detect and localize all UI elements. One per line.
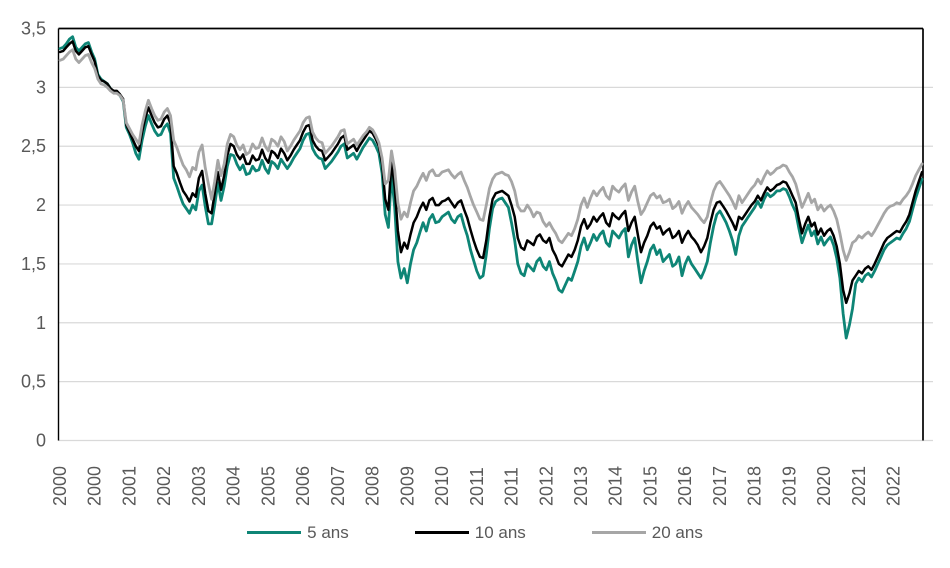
x-axis-label-9-2008: 2008 — [363, 466, 383, 506]
y-axis-label-2,5: 2,5 — [21, 136, 46, 156]
legend-label-20-ans: 20 ans — [651, 523, 703, 542]
series-line-5-ans — [58, 35, 924, 340]
y-axis-label-3: 3 — [36, 77, 46, 97]
x-axis-label-8-2007: 2007 — [328, 466, 348, 506]
x-axis-label-17-2015: 2015 — [640, 466, 660, 506]
series-line-10-ans — [58, 40, 924, 305]
y-axis-label-2: 2 — [36, 195, 46, 215]
chart-legend: 5 ans 10 ans 20 ans — [0, 524, 950, 541]
x-axis-label-3-2002: 2002 — [154, 466, 174, 506]
x-axis-label-21-2019: 2019 — [779, 466, 799, 506]
legend-label-5-ans: 5 ans — [307, 523, 349, 542]
x-axis-label-23-2021: 2021 — [849, 466, 869, 506]
x-axis-label-7-2006: 2006 — [293, 466, 313, 506]
y-axis-label-1,5: 1,5 — [21, 254, 46, 274]
x-axis-label-11-2010: 2010 — [432, 466, 452, 506]
legend-line-20-ans-icon — [591, 530, 646, 535]
legend-item-20-ans: 20 ans — [591, 523, 703, 542]
x-axis-label-1-2000: 2000 — [85, 466, 105, 506]
legend-item-5-ans: 5 ans — [247, 524, 349, 541]
x-axis-label-12-2011: 2011 — [467, 467, 487, 506]
x-axis-label-16-2014: 2014 — [606, 466, 626, 506]
series-line-20-ans — [58, 48, 924, 262]
y-axis-label-0,5: 0,5 — [21, 372, 46, 392]
line-chart: 0 0,5 1 1,5 2 2,5 3 3,5 2000 2000 2001 2002 2003 2004… — [21, 19, 933, 506]
x-axis-label-19-2017: 2017 — [710, 466, 730, 506]
x-axis-label-6-2005: 2005 — [258, 466, 278, 506]
x-axis-label-10-2009: 2009 — [397, 466, 417, 506]
x-axis-label-14-2012: 2012 — [536, 466, 556, 506]
x-axis-label-5-2004: 2004 — [224, 466, 244, 506]
x-axis-label-13-2011: 2011 — [502, 467, 522, 506]
legend-line-5-ans-icon — [247, 530, 302, 535]
x-axis-label-4-2003: 2003 — [189, 466, 209, 506]
y-axis-label-1: 1 — [36, 313, 46, 333]
legend-item-10-ans: 10 ans — [414, 523, 526, 542]
x-axis-label-15-2013: 2013 — [571, 466, 591, 506]
legend-line-10-ans-icon — [414, 530, 469, 535]
x-axis-label-22-2020: 2020 — [814, 466, 834, 506]
y-axis-label-0: 0 — [36, 431, 46, 451]
legend-label-10-ans: 10 ans — [474, 523, 526, 542]
x-axis-label-24-2022: 2022 — [884, 466, 904, 506]
x-axis-label-18-2016: 2016 — [675, 466, 695, 506]
x-axis-label-2-2001: 2001 — [119, 466, 139, 506]
x-axis-label-20-2018: 2018 — [745, 466, 765, 506]
y-axis-label-3,5: 3,5 — [21, 19, 46, 39]
x-axis-label-0-2000: 2000 — [50, 466, 70, 506]
line-chart-canvas: 0 0,5 1 1,5 2 2,5 3 3,5 2000 2000 2001 2002 2003 2004… — [21, 19, 933, 506]
